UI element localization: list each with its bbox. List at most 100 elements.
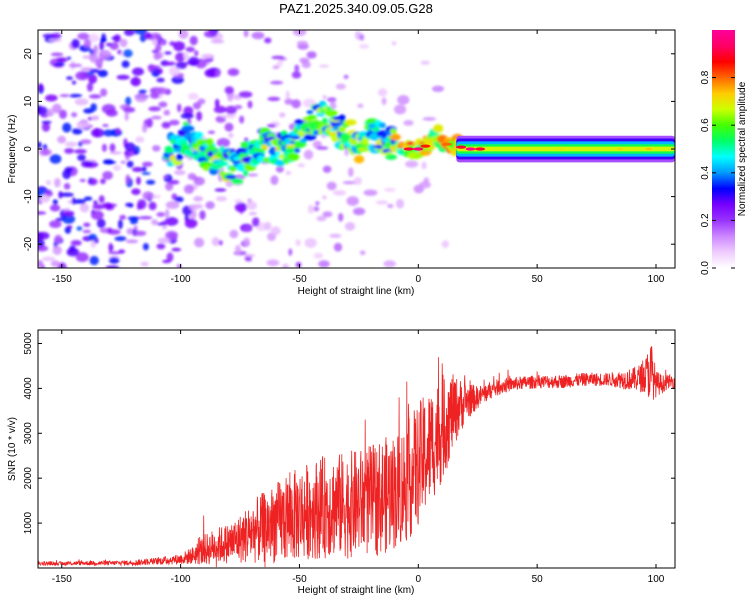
y-tick-label: 5000: [23, 332, 34, 355]
noise-blob: [246, 201, 257, 210]
signal-blob: [205, 138, 214, 147]
noise-blob: [142, 123, 148, 133]
noise-blob: [162, 225, 168, 230]
noise-blob: [145, 179, 156, 185]
noise-blob: [124, 111, 129, 122]
noise-blob: [353, 177, 362, 185]
noise-blob: [148, 201, 157, 211]
noise-blob: [49, 204, 61, 212]
noise-blob: [175, 52, 186, 62]
noise-blob: [247, 173, 259, 177]
signal-blob: [344, 119, 357, 126]
hot-spot: [441, 142, 452, 146]
noise-blob: [135, 136, 145, 143]
noise-blob: [216, 138, 231, 148]
noise-blob: [391, 41, 397, 46]
noise-blob: [338, 212, 344, 222]
noise-blob: [307, 204, 315, 214]
noise-blob: [279, 112, 286, 118]
noise-blob: [83, 222, 91, 227]
noise-blob: [52, 245, 62, 255]
noise-blob: [117, 219, 123, 230]
noise-blob: [52, 199, 58, 205]
noise-blob: [394, 104, 407, 115]
signal-blob: [353, 155, 365, 164]
noise-blob: [297, 163, 305, 168]
noise-blob: [316, 215, 327, 222]
noise-blob: [165, 201, 180, 209]
noise-blob: [166, 252, 174, 262]
x-tick-label: -50: [292, 574, 307, 585]
x-tick-label: -100: [171, 274, 191, 285]
noise-blob: [178, 30, 189, 39]
snr-panel: -150 -100 -50 0 50 100 1000 2000 3000 4000 5000 H…: [7, 329, 676, 596]
noise-blob: [133, 225, 138, 231]
noise-blob: [109, 143, 116, 153]
noise-blob: [93, 44, 99, 55]
noise-blob: [270, 80, 284, 85]
colorbar-tick-label: 0.6: [700, 118, 711, 132]
noise-blob: [284, 98, 293, 105]
noise-blob: [171, 247, 182, 252]
noise-blob: [238, 91, 253, 98]
x-tick-label: 50: [532, 274, 544, 285]
noise-blob: [359, 44, 370, 49]
noise-blob: [224, 86, 234, 95]
noise-blob: [271, 55, 285, 60]
colorbar-label: Normalized spectral amplitude: [737, 81, 748, 216]
x-tick-label: -100: [171, 574, 191, 585]
noise-blob: [441, 240, 449, 248]
noise-blob: [45, 180, 52, 186]
noise-blob: [125, 239, 139, 244]
y-tick-label: 10: [23, 95, 34, 107]
noise-blob: [228, 132, 234, 138]
hot-spot: [465, 147, 476, 151]
noise-blob: [108, 257, 120, 264]
noise-blob: [342, 181, 356, 185]
noise-blob: [381, 97, 387, 106]
noise-blob: [327, 97, 337, 103]
noise-blob: [45, 94, 58, 102]
x-tick-label: -50: [292, 274, 307, 285]
noise-blob: [383, 260, 397, 268]
noise-blob: [136, 176, 141, 185]
noise-blob: [116, 74, 130, 80]
signal-blob: [303, 133, 317, 141]
noise-blob: [123, 106, 136, 113]
noise-blob: [142, 243, 149, 251]
noise-blob: [157, 237, 171, 244]
noise-blob: [38, 245, 49, 252]
noise-blob: [251, 31, 265, 40]
noise-blob: [405, 160, 419, 168]
signal-blob: [186, 149, 194, 158]
y-tick-label: 20: [23, 48, 34, 60]
noise-blob: [89, 68, 100, 73]
noise-blob: [291, 99, 301, 109]
noise-blob: [87, 178, 98, 186]
noise-blob: [42, 256, 56, 262]
noise-blob: [102, 124, 109, 127]
signal-blob: [286, 152, 300, 162]
noise-blob: [75, 71, 90, 81]
noise-blob: [215, 196, 227, 202]
noise-blob: [49, 220, 62, 229]
noise-blob: [99, 40, 104, 51]
noise-blob: [200, 54, 213, 58]
noise-blob: [183, 184, 195, 194]
noise-blob: [120, 160, 126, 164]
noise-blob: [154, 45, 162, 52]
noise-blob: [171, 75, 184, 84]
noise-blob: [244, 226, 253, 232]
signal-blob: [390, 133, 401, 141]
noise-blob: [86, 82, 94, 92]
noise-blob: [183, 53, 190, 59]
noise-blob: [187, 92, 199, 100]
noise-blob: [39, 148, 52, 156]
noise-blob: [218, 240, 223, 246]
noise-blob: [174, 196, 184, 203]
noise-blob: [248, 212, 257, 216]
noise-blob: [295, 239, 301, 247]
noise-blob: [163, 109, 171, 116]
